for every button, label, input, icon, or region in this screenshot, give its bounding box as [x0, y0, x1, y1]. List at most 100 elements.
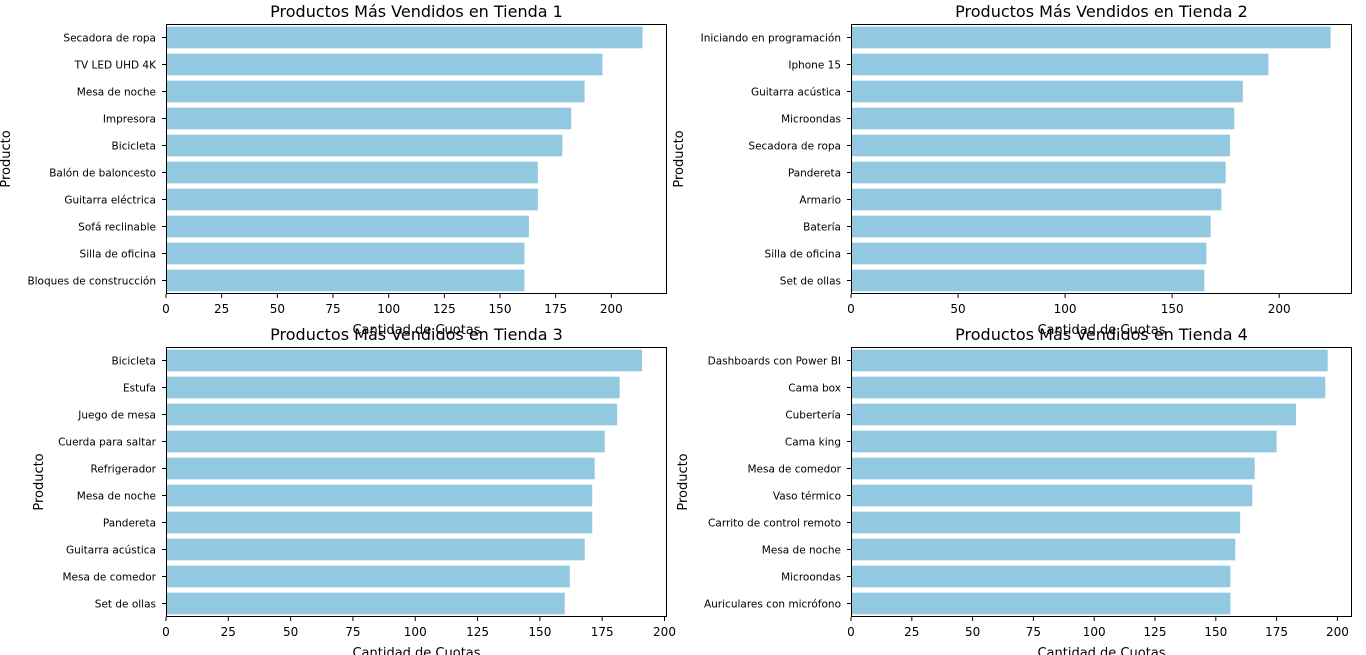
y-tick-label: Vaso térmico	[773, 490, 841, 502]
y-tick-label: Pandereta	[788, 167, 841, 179]
x-tick-label: 150	[1204, 625, 1227, 639]
x-tick-label: 150	[528, 625, 551, 639]
bar-1-8	[851, 242, 1207, 265]
y-tick-label: Mesa de noche	[77, 86, 156, 98]
bar-2-2	[166, 403, 618, 426]
x-tick-label: 150	[1161, 302, 1184, 316]
x-tick-label: 50	[283, 625, 298, 639]
x-axis-label: Cantidad de Cuotas	[1037, 323, 1165, 338]
x-tick-label: 50	[950, 302, 965, 316]
y-tick-label: Cuerda para saltar	[58, 436, 157, 448]
bar-2-6	[166, 511, 593, 534]
chart-title: Productos Más Vendidos en Tienda 1	[270, 2, 563, 21]
bar-0-9	[166, 269, 525, 292]
y-tick-label: Bloques de construcción	[27, 275, 156, 287]
y-tick-label: Carrito de control remoto	[708, 517, 841, 529]
bar-0-2	[166, 80, 585, 103]
y-tick-label: Microondas	[781, 113, 841, 125]
y-tick-label: Guitarra acústica	[751, 86, 841, 98]
x-axis-label: Cantidad de Cuotas	[352, 323, 480, 338]
bar-3-3	[851, 430, 1277, 453]
x-tick-label: 125	[466, 625, 489, 639]
y-tick-label: Batería	[803, 221, 841, 233]
x-tick-label: 175	[1265, 625, 1288, 639]
bar-2-8	[166, 565, 570, 588]
y-tick-label: Mesa de comedor	[747, 463, 841, 475]
x-axis-label: Cantidad de Cuotas	[352, 646, 480, 655]
x-tick-label: 125	[433, 302, 456, 316]
x-tick-label: 200	[600, 302, 623, 316]
bar-2-7	[166, 538, 585, 561]
bar-2-5	[166, 484, 593, 507]
y-tick-label: Sofá reclinable	[78, 221, 156, 233]
bar-3-4	[851, 457, 1255, 480]
bar-1-3	[851, 107, 1235, 130]
y-tick-label: Microondas	[781, 571, 841, 583]
bar-2-1	[166, 376, 620, 399]
y-tick-label: Auriculares con micrófono	[704, 598, 841, 610]
bar-0-1	[166, 53, 603, 76]
x-tick-label: 25	[221, 625, 236, 639]
axes-frame	[851, 347, 1352, 617]
y-tick-label: Guitarra acústica	[66, 544, 156, 556]
y-tick-label: Impresora	[103, 113, 156, 125]
x-tick-label: 0	[847, 625, 855, 639]
bar-2-0	[166, 349, 643, 372]
y-tick-label: Iphone 15	[788, 59, 841, 71]
bar-1-1	[851, 53, 1269, 76]
y-tick-label: Mesa de comedor	[62, 571, 156, 583]
y-tick-label: Guitarra eléctrica	[64, 194, 156, 206]
bar-3-0	[851, 349, 1328, 372]
x-tick-label: 175	[544, 302, 567, 316]
x-tick-label: 50	[270, 302, 285, 316]
y-tick-label: Cama king	[785, 436, 841, 448]
y-tick-label: TV LED UHD 4K	[74, 59, 158, 71]
y-axis-label: Producto	[672, 130, 687, 187]
x-tick-label: 0	[847, 302, 855, 316]
y-tick-label: Silla de oficina	[765, 248, 841, 260]
x-tick-label: 100	[1083, 625, 1106, 639]
x-tick-label: 125	[1144, 625, 1167, 639]
x-tick-label: 50	[965, 625, 980, 639]
y-tick-label: Estufa	[123, 382, 156, 394]
y-tick-label: Iniciando en programación	[701, 32, 841, 44]
bar-1-2	[851, 80, 1243, 103]
y-tick-label: Silla de oficina	[80, 248, 156, 260]
y-axis-label: Producto	[32, 453, 47, 510]
bar-3-9	[851, 592, 1231, 615]
bar-0-5	[166, 161, 538, 184]
axes-frame	[166, 24, 667, 294]
axes-frame	[851, 24, 1352, 294]
bar-1-5	[851, 161, 1226, 184]
bar-1-6	[851, 188, 1222, 211]
x-tick-label: 25	[214, 302, 229, 316]
chart-title: Productos Más Vendidos en Tienda 4	[955, 325, 1248, 344]
x-tick-label: 200	[653, 625, 676, 639]
bar-2-4	[166, 457, 595, 480]
y-tick-label: Mesa de noche	[77, 490, 156, 502]
y-axis-label: Producto	[676, 453, 691, 510]
x-tick-label: 200	[1326, 625, 1349, 639]
bar-0-0	[166, 26, 643, 49]
x-tick-label: 200	[1268, 302, 1291, 316]
bar-3-6	[851, 511, 1241, 534]
x-tick-label: 175	[591, 625, 614, 639]
bar-2-9	[166, 592, 565, 615]
bar-3-5	[851, 484, 1253, 507]
y-tick-label: Refrigerador	[91, 463, 157, 475]
bar-3-1	[851, 376, 1326, 399]
bar-3-7	[851, 538, 1236, 561]
x-tick-label: 100	[404, 625, 427, 639]
y-tick-label: Secadora de ropa	[748, 140, 841, 152]
bar-1-0	[851, 26, 1331, 49]
x-tick-label: 25	[904, 625, 919, 639]
y-axis-label: Producto	[0, 130, 14, 187]
chart-title: Productos Más Vendidos en Tienda 2	[955, 2, 1248, 21]
bar-2-3	[166, 430, 605, 453]
bar-0-6	[166, 188, 538, 211]
bar-3-8	[851, 565, 1231, 588]
x-tick-label: 75	[1026, 625, 1041, 639]
bar-0-3	[166, 107, 572, 130]
bar-1-7	[851, 215, 1211, 238]
